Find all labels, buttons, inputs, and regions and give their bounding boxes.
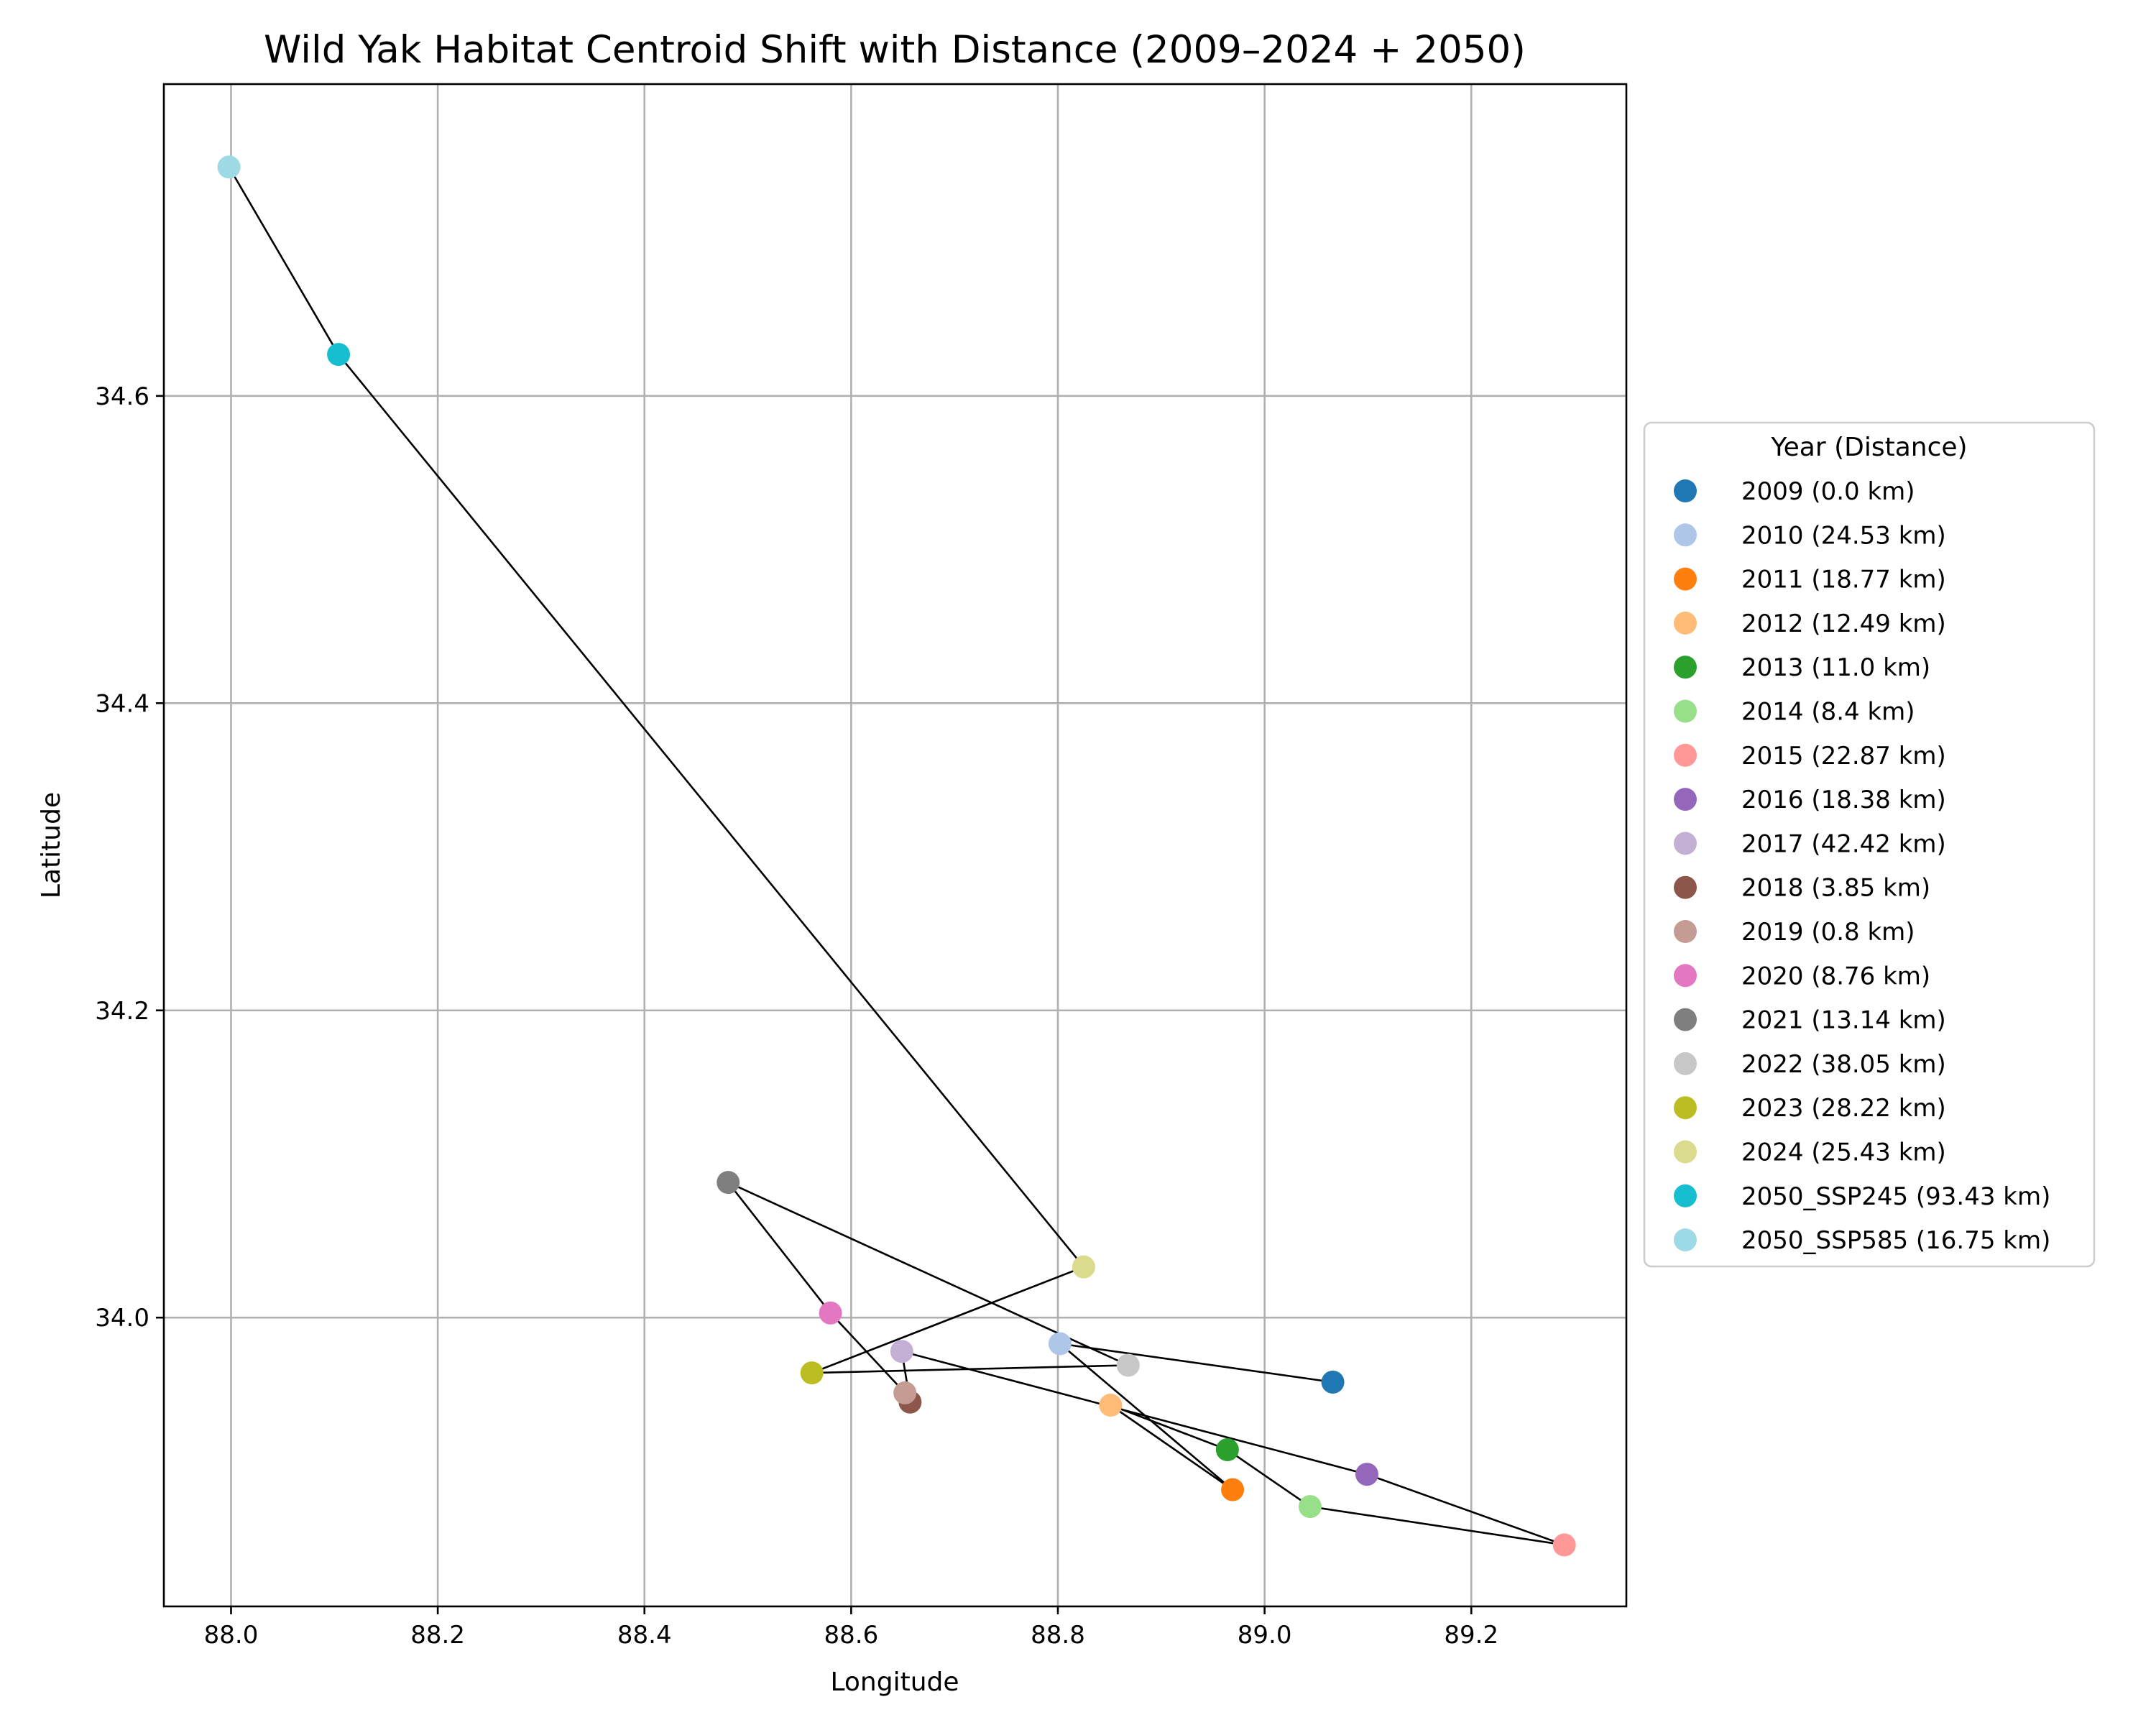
data-point-6 xyxy=(1552,1533,1576,1557)
y-tick-label: 34.2 xyxy=(95,997,149,1026)
legend-label-11: 2020 (8.76 km) xyxy=(1741,962,1930,990)
legend-box xyxy=(1643,421,2096,1268)
data-point-17 xyxy=(217,155,241,179)
legend-title: Year (Distance) xyxy=(1770,433,1967,462)
data-point-1 xyxy=(1048,1332,1072,1356)
y-tick-label: 34.0 xyxy=(95,1304,149,1333)
legend-label-13: 2022 (38.05 km) xyxy=(1741,1050,1946,1079)
legend-label-8: 2017 (42.42 km) xyxy=(1741,829,1946,858)
legend-marker-11 xyxy=(1674,964,1697,988)
centroid-path-line xyxy=(228,166,1565,1546)
data-point-14 xyxy=(800,1361,824,1385)
x-tick-label: 88.8 xyxy=(1031,1621,1085,1650)
legend-marker-0 xyxy=(1674,479,1697,502)
legend-label-15: 2024 (25.43 km) xyxy=(1741,1138,1946,1167)
legend-marker-6 xyxy=(1674,743,1697,767)
legend-label-2: 2011 (18.77 km) xyxy=(1741,566,1946,594)
legend-label-7: 2016 (18.38 km) xyxy=(1741,786,1946,814)
legend: Year (Distance) 2009 (0.0 km) 2010 (24.53… xyxy=(1643,421,2096,1268)
plot-frame xyxy=(162,83,1628,1608)
data-point-12 xyxy=(717,1171,740,1195)
legend-marker-17 xyxy=(1674,1228,1697,1252)
legend-label-1: 2010 (24.53 km) xyxy=(1741,521,1946,550)
legend-label-10: 2019 (0.8 km) xyxy=(1741,918,1915,947)
x-tick-label: 89.0 xyxy=(1238,1621,1292,1650)
legend-marker-10 xyxy=(1674,920,1697,943)
legend-marker-1 xyxy=(1674,523,1697,547)
x-tick-label: 89.2 xyxy=(1444,1621,1498,1650)
data-point-0 xyxy=(1321,1370,1345,1394)
legend-marker-5 xyxy=(1674,699,1697,723)
legend-label-16: 2050_SSP245 (93.43 km) xyxy=(1741,1182,2050,1211)
data-point-10 xyxy=(893,1381,917,1404)
legend-marker-14 xyxy=(1674,1096,1697,1120)
data-point-16 xyxy=(327,343,351,367)
legend-marker-2 xyxy=(1674,567,1697,591)
x-axis-label: Longitude xyxy=(830,1668,959,1697)
chart-title: Wild Yak Habitat Centroid Shift with Dis… xyxy=(264,28,1526,72)
x-tick-label: 88.0 xyxy=(204,1621,259,1650)
legend-marker-12 xyxy=(1674,1008,1697,1031)
legend-label-17: 2050_SSP585 (16.75 km) xyxy=(1741,1226,2050,1255)
legend-label-3: 2012 (12.49 km) xyxy=(1741,610,1946,638)
data-points xyxy=(217,155,1576,1557)
legend-label-4: 2013 (11.0 km) xyxy=(1741,653,1930,682)
data-point-13 xyxy=(1116,1353,1140,1377)
y-tick-label: 34.6 xyxy=(95,382,149,411)
legend-marker-4 xyxy=(1674,656,1697,679)
legend-marker-15 xyxy=(1674,1140,1697,1164)
legend-label-9: 2018 (3.85 km) xyxy=(1741,874,1930,903)
legend-marker-3 xyxy=(1674,611,1697,635)
legend-marker-16 xyxy=(1674,1184,1697,1208)
plot-area xyxy=(164,84,1626,1606)
legend-marker-13 xyxy=(1674,1052,1697,1075)
data-point-5 xyxy=(1298,1495,1322,1519)
legend-label-0: 2009 (0.0 km) xyxy=(1741,477,1915,506)
legend-items: 2009 (0.0 km) 2010 (24.53 km) 2011 (18.77 … xyxy=(1674,477,2050,1255)
y-axis: 34.0 34.2 34.4 34.6 xyxy=(95,382,164,1333)
x-axis: 88.0 88.2 88.4 88.6 88.8 89.0 89.2 xyxy=(204,1606,1498,1650)
y-axis-label: Latitude xyxy=(37,792,66,898)
x-tick-label: 88.2 xyxy=(410,1621,465,1650)
legend-marker-9 xyxy=(1674,875,1697,899)
data-point-3 xyxy=(1099,1394,1123,1417)
data-point-15 xyxy=(1072,1255,1095,1279)
data-point-2 xyxy=(1221,1478,1245,1501)
data-point-4 xyxy=(1215,1438,1239,1462)
legend-label-6: 2015 (22.87 km) xyxy=(1741,742,1946,770)
legend-label-5: 2014 (8.4 km) xyxy=(1741,698,1915,727)
legend-label-12: 2021 (13.14 km) xyxy=(1741,1006,1946,1035)
legend-label-14: 2023 (28.22 km) xyxy=(1741,1094,1946,1123)
data-point-8 xyxy=(890,1340,913,1363)
data-point-7 xyxy=(1355,1463,1379,1486)
x-tick-label: 88.6 xyxy=(824,1621,879,1650)
grid xyxy=(164,84,1626,1606)
legend-marker-8 xyxy=(1674,832,1697,855)
legend-marker-7 xyxy=(1674,788,1697,811)
data-point-11 xyxy=(819,1301,842,1325)
y-tick-label: 34.4 xyxy=(95,689,149,718)
x-tick-label: 88.4 xyxy=(617,1621,672,1650)
